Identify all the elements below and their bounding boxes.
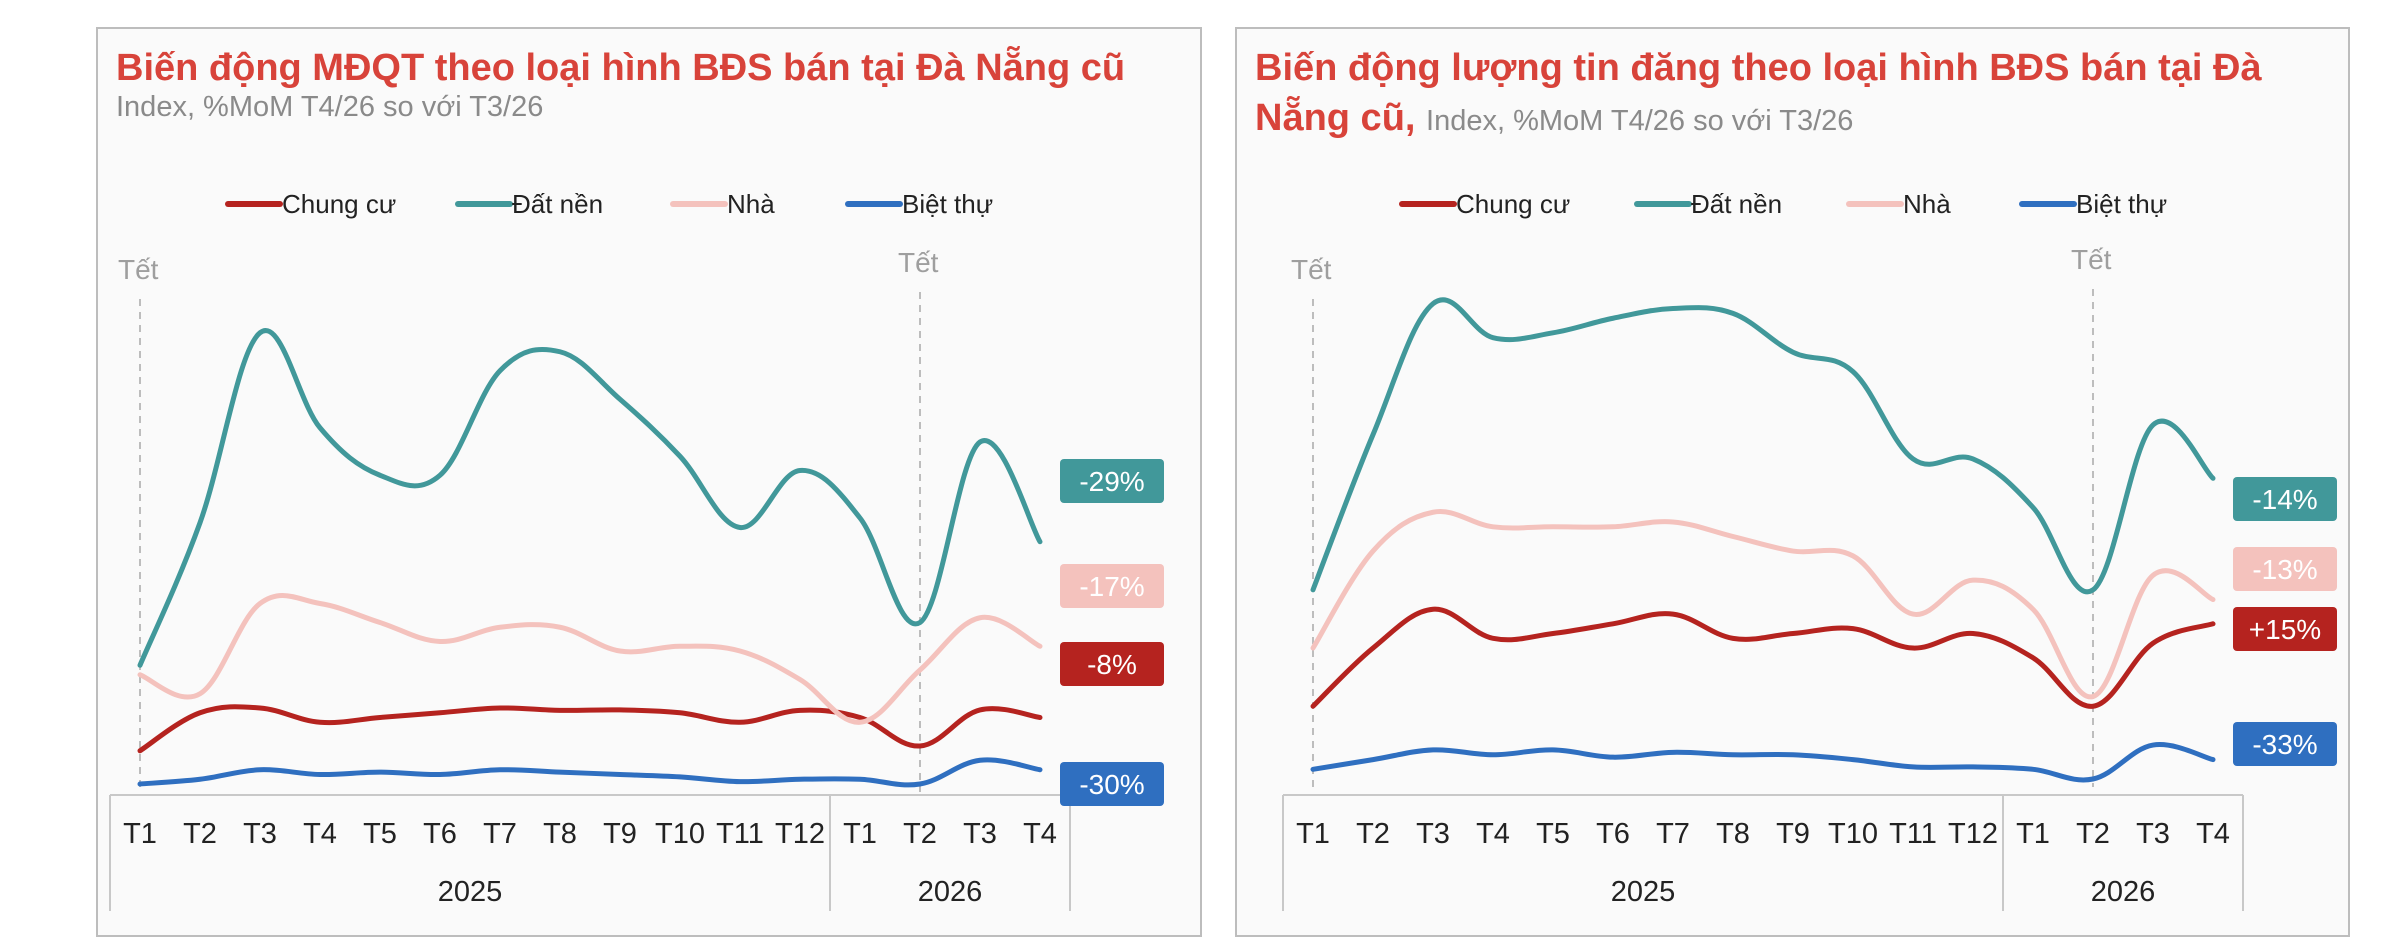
legend-item: Chung cư [225,189,396,219]
series-line [1310,606,2216,709]
x-tick-label: T12 [1948,818,1998,850]
legend-item: Đất nền [1634,189,1782,219]
tet-label: Tết [118,254,159,285]
x-tick-label: T9 [1776,818,1810,850]
year-label: 2025 [438,876,503,908]
chart-title: Biến động MĐQT theo loại hình BĐS bán tạ… [116,47,1126,89]
x-tick-label: T4 [303,818,337,850]
tet-label: Tết [2071,244,2112,275]
chart-subtitle: Index, %MoM T4/26 so với T3/26 [116,91,544,123]
change-badge-label: -8% [1087,649,1137,680]
series-line [137,328,1043,668]
x-tick-label: T3 [2136,818,2170,850]
x-tick-label: T11 [1889,818,1937,850]
legend-label: Đất nền [512,189,603,219]
year-label: 2026 [918,876,983,908]
change-badge-label: +15% [2249,614,2321,645]
x-tick-label: T6 [1596,818,1630,850]
x-tick-label: T10 [655,818,705,850]
x-tick-label: T8 [543,818,577,850]
x-tick-label: T5 [363,818,397,850]
x-tick-label: T5 [1536,818,1570,850]
x-tick-label: T2 [183,818,217,850]
change-badge-label: -13% [2252,554,2317,585]
legend-item: Nhà [670,189,775,219]
change-badge: +15% [2233,607,2337,651]
x-tick-label: T3 [243,818,277,850]
legend-label: Chung cư [282,189,396,219]
chart-panel-listings: Biến động lượng tin đăng theo loại hình … [1235,27,2350,937]
x-tick-label: T6 [423,818,457,850]
x-tick-label: T1 [843,818,877,850]
legend-label: Nhà [727,189,775,219]
legend-item: Chung cư [1399,189,1570,219]
x-tick-label: T4 [1023,818,1057,850]
x-tick-label: T2 [1356,818,1390,850]
x-tick-label: T4 [1476,818,1510,850]
change-badge: -14% [2233,477,2337,521]
change-badge-label: -30% [1079,769,1144,800]
change-badge-label: -14% [2252,484,2317,515]
change-badge: -33% [2233,722,2337,766]
change-badge-label: -33% [2252,729,2317,760]
legend-label: Biệt thự [2076,189,2167,219]
line-chart-mdqt: Chung cư Đất nền Nhà Biệt thự Tết Tết T1 T2 T3 T4… [109,189,1164,911]
year-label: 2025 [1611,876,1676,908]
year-label: 2026 [2091,876,2156,908]
legend-item: Biệt thự [845,189,993,219]
x-tick-label: T8 [1716,818,1750,850]
x-axis: T1 T2 T3 T4 T5 T6 T7 T8 T9 T10 T11 T12 T1 T2 T3 T4 2025 2… [109,794,1071,911]
x-tick-label: T11 [716,818,764,850]
change-badge: -17% [1060,564,1164,608]
x-tick-label: T12 [775,818,825,850]
tet-label: Tết [1291,254,1332,285]
x-tick-label: T1 [2016,818,2050,850]
x-tick-label: T10 [1828,818,1878,850]
change-badge: -30% [1060,762,1164,806]
series-line [137,704,1043,754]
legend-label: Biệt thự [902,189,993,219]
x-tick-label: T9 [603,818,637,850]
change-badge-label: -29% [1079,466,1144,497]
x-tick-label: T3 [963,818,997,850]
series-line [1310,509,2216,700]
chart-title: Biến động lượng tin đăng theo loại hình … [1255,47,2262,139]
legend-item: Nhà [1846,189,1951,219]
legend-label: Nhà [1903,189,1951,219]
chart-panel-mdqt: Biến động MĐQT theo loại hình BĐS bán tạ… [96,27,1202,937]
line-chart-listings: Chung cư Đất nền Nhà Biệt thự Tết Tết T1 T2 T3 T4… [1282,189,2337,911]
series-line [1310,742,2216,783]
change-badge: -13% [2233,547,2337,591]
x-tick-label: T7 [1656,818,1690,850]
x-tick-label: T1 [123,818,157,850]
tet-label: Tết [898,247,939,278]
x-tick-label: T2 [903,818,937,850]
series-line [137,757,1043,788]
series-line [1310,297,2216,595]
x-tick-label: T2 [2076,818,2110,850]
x-tick-label: T4 [2196,818,2230,850]
change-badge: -8% [1060,642,1164,686]
legend-item: Biệt thự [2019,189,2167,219]
legend-label: Đất nền [1691,189,1782,219]
x-tick-label: T3 [1416,818,1450,850]
legend-item: Đất nền [455,189,603,219]
change-badge-label: -17% [1079,571,1144,602]
chart-subtitle: Index, %MoM T4/26 so với T3/26 [1426,105,1854,137]
x-axis: T1 T2 T3 T4 T5 T6 T7 T8 T9 T10 T11 T12 T1 T2 T3 T4 2025 2… [1282,794,2244,911]
legend-label: Chung cư [1456,189,1570,219]
x-tick-label: T7 [483,818,517,850]
series-line [137,593,1043,725]
x-tick-label: T1 [1296,818,1330,850]
change-badge: -29% [1060,459,1164,503]
